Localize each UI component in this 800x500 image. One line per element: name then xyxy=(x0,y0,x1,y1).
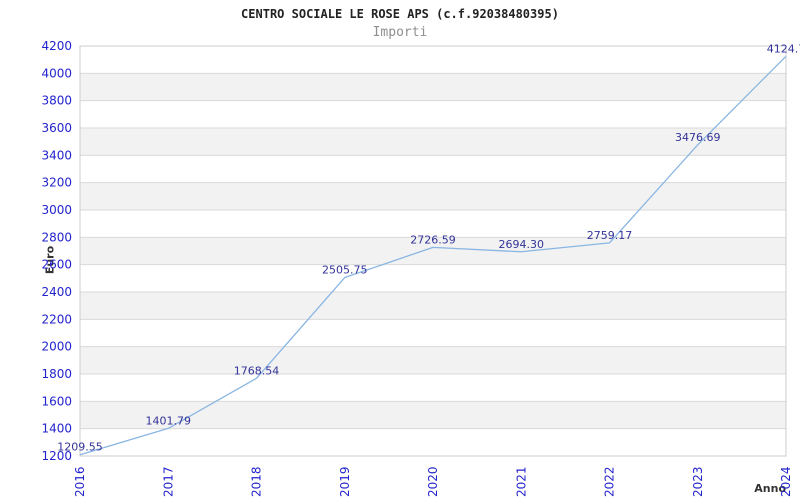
x-tick-label: 2021 xyxy=(514,466,528,497)
band xyxy=(80,73,786,101)
y-tick-label: 1200 xyxy=(41,449,72,463)
point-label: 4124.7 xyxy=(767,42,800,55)
y-tick-label: 3200 xyxy=(41,176,72,190)
x-tick-label: 2024 xyxy=(779,466,793,497)
chart-subtitle: Importi xyxy=(372,25,428,40)
band xyxy=(80,319,786,347)
y-tick-label: 1600 xyxy=(41,394,72,408)
band xyxy=(80,46,786,74)
point-label: 2726.59 xyxy=(410,233,456,246)
x-tick-label: 2018 xyxy=(250,466,264,497)
y-tick-label: 3000 xyxy=(41,203,72,217)
point-labels: 1209.55 1401.79 1768.54 2505.75 2726.59 2694.… xyxy=(57,42,800,453)
band xyxy=(80,155,786,183)
point-label: 3476.69 xyxy=(675,131,721,144)
band xyxy=(80,374,786,402)
band xyxy=(80,182,786,210)
y-tick-label: 2400 xyxy=(41,285,72,299)
point-label: 1401.79 xyxy=(146,414,192,427)
data-line xyxy=(79,55,787,456)
x-axis-title: Anno xyxy=(754,482,786,495)
band xyxy=(80,237,786,265)
y-tick-label: 4200 xyxy=(41,39,72,53)
band xyxy=(80,401,786,429)
point-label: 1768.54 xyxy=(234,364,280,377)
band xyxy=(80,100,786,128)
band xyxy=(80,292,786,320)
y-tick-labels: 1200 1400 1600 1800 2000 2200 2400 2600 2800 3000… xyxy=(41,39,72,463)
x-tick-labels: 2016 2017 2018 2019 2020 2021 2022 2023 2024 xyxy=(73,466,793,497)
x-tick-label: 2016 xyxy=(73,466,87,497)
band xyxy=(80,264,786,292)
y-tick-label: 1800 xyxy=(41,367,72,381)
background-bands xyxy=(80,46,786,456)
y-tick-label: 4000 xyxy=(41,66,72,80)
x-tick-label: 2023 xyxy=(691,466,705,497)
y-tick-label: 3400 xyxy=(41,148,72,162)
x-tick-label: 2019 xyxy=(338,466,352,497)
point-label: 2759.17 xyxy=(587,229,633,242)
band xyxy=(80,346,786,374)
y-tick-label: 2600 xyxy=(41,258,72,272)
y-tick-label: 2000 xyxy=(41,340,72,354)
y-tick-label: 3800 xyxy=(41,94,72,108)
band xyxy=(80,128,786,156)
x-tick-label: 2017 xyxy=(161,466,175,497)
x-tick-label: 2022 xyxy=(603,466,617,497)
point-label: 2505.75 xyxy=(322,264,368,277)
plot-border xyxy=(79,45,787,457)
y-tick-label: 1400 xyxy=(41,422,72,436)
band xyxy=(80,428,786,456)
y-tick-label: 3600 xyxy=(41,121,72,135)
y-tick-label: 2200 xyxy=(41,312,72,326)
point-label: 2694.30 xyxy=(499,238,545,251)
y-tick-label: 2800 xyxy=(41,230,72,244)
x-tick-label: 2020 xyxy=(426,466,440,497)
point-label: 1209.55 xyxy=(57,441,103,454)
band xyxy=(80,210,786,238)
chart-title: CENTRO SOCIALE LE ROSE APS (c.f.92038480… xyxy=(241,7,559,21)
